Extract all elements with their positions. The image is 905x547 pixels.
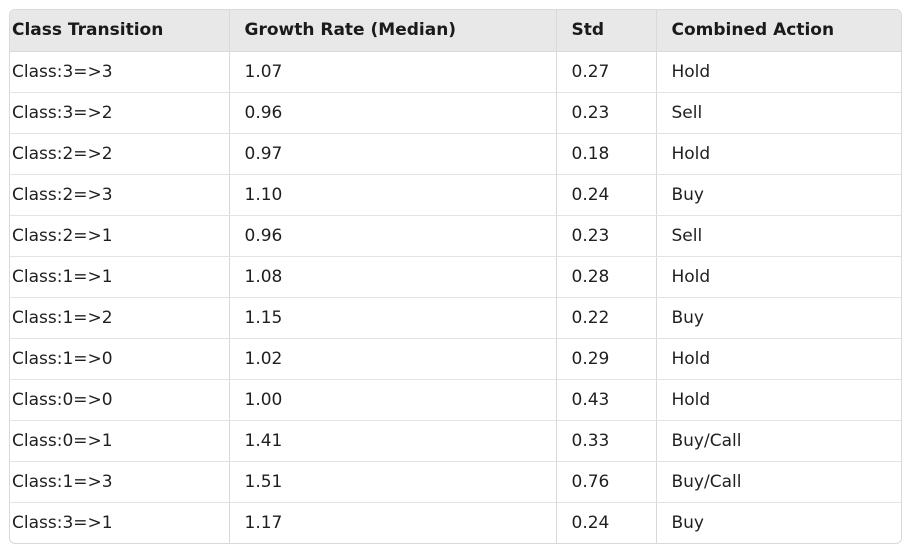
- cell-class-transition: Class:0=>0: [10, 379, 230, 421]
- cell-combined-action: Buy/Call: [656, 420, 901, 462]
- cell-combined-action: Buy: [671, 512, 705, 533]
- cell-combined-action: Buy/Call: [656, 461, 901, 503]
- cell-growth-rate: 1.00: [229, 379, 557, 421]
- cell-combined-action: Hold: [656, 379, 901, 421]
- cell-std: 0.33: [556, 420, 657, 462]
- table-row: Class:3=>3 1.07 0.27 Hold: [10, 51, 901, 93]
- cell-combined-action: Sell: [656, 92, 901, 134]
- cell-std: 0.27: [556, 51, 657, 93]
- cell-std: 0.18: [556, 133, 657, 175]
- cell-class-transition: Class:3=>2: [10, 92, 230, 134]
- cell-std: 0.43: [556, 379, 657, 421]
- cell-class-transition: Class:1=>0: [10, 338, 230, 380]
- table-row: Class:2=>2 0.97 0.18 Hold: [10, 133, 901, 175]
- cell-growth-rate: 0.96: [229, 215, 557, 257]
- cell-class-transition: Class:1=>3: [10, 461, 230, 503]
- header-class-transition: Class Transition: [10, 10, 230, 52]
- cell-growth-rate: 1.17: [229, 502, 557, 543]
- cell-std: 0.24: [556, 174, 657, 216]
- table-row: Class:3=>1 1.17 0.24 Buy: [10, 502, 901, 543]
- header-growth-rate: Growth Rate (Median): [229, 10, 557, 52]
- table-header: Class Transition Growth Rate (Median) St…: [10, 10, 901, 52]
- cell-combined-action: Hold: [656, 256, 901, 298]
- cell-class-transition: Class:1=>1: [10, 256, 230, 298]
- cell-combined-action: Hold: [656, 51, 901, 93]
- class-transition-table: Class Transition Growth Rate (Median) St…: [10, 10, 901, 543]
- cell-class-transition: Class:3=>3: [10, 51, 230, 93]
- table-row: Class:1=>3 1.51 0.76 Buy/Call: [10, 461, 901, 503]
- cell-combined-action: Buy: [656, 297, 901, 339]
- cell-growth-rate: 1.07: [229, 51, 557, 93]
- cell-combined-action: Buy: [656, 174, 901, 216]
- table-row: Class:1=>2 1.15 0.22 Buy: [10, 297, 901, 339]
- cell-std: 0.29: [556, 338, 657, 380]
- header-std: Std: [556, 10, 657, 52]
- cell-growth-rate: 1.41: [229, 420, 557, 462]
- cell-class-transition: Class:2=>3: [10, 174, 230, 216]
- cell-std: 0.23: [556, 92, 657, 134]
- cell-growth-rate: 1.51: [229, 461, 557, 503]
- cell-class-transition: Class:3=>1: [10, 502, 230, 543]
- cell-growth-rate: 0.96: [229, 92, 557, 134]
- header-combined-action: Combined Action: [656, 10, 901, 52]
- cell-std: 0.28: [556, 256, 657, 298]
- cell-std: 0.76: [556, 461, 657, 503]
- cell-std: 0.24: [556, 502, 657, 543]
- cell-growth-rate: 1.15: [229, 297, 557, 339]
- cell-class-transition: Class:2=>1: [10, 215, 230, 257]
- cell-growth-rate: 1.02: [229, 338, 557, 380]
- cell-std: 0.23: [556, 215, 657, 257]
- table-row: Class:1=>1 1.08 0.28 Hold: [10, 256, 901, 298]
- table-row: Class:2=>1 0.96 0.23 Sell: [10, 215, 901, 257]
- cell-std: 0.22: [556, 297, 657, 339]
- cell-class-transition: Class:1=>2: [10, 297, 230, 339]
- cell-class-transition: Class:2=>2: [10, 133, 230, 175]
- cell-combined-action: Hold: [656, 338, 901, 380]
- table-row: Class:2=>3 1.10 0.24 Buy: [10, 174, 901, 216]
- table-header-row: Class Transition Growth Rate (Median) St…: [10, 10, 901, 52]
- cell-combined-action: Hold: [656, 133, 901, 175]
- cell-growth-rate: 1.10: [229, 174, 557, 216]
- table-body: Class:3=>3 1.07 0.27 Hold Class:3=>2 0.96 0.23…: [10, 51, 901, 543]
- data-table-container: Class Transition Growth Rate (Median) St…: [9, 9, 902, 544]
- cell-growth-rate: 1.08: [229, 256, 557, 298]
- table-row: Class:3=>2 0.96 0.23 Sell: [10, 92, 901, 134]
- cell-combined-action: Sell: [656, 215, 901, 257]
- table-row: Class:0=>1 1.41 0.33 Buy/Call: [10, 420, 901, 462]
- table-row: Class:0=>0 1.00 0.43 Hold: [10, 379, 901, 421]
- cell-class-transition: Class:0=>1: [10, 420, 230, 462]
- table-row: Class:1=>0 1.02 0.29 Hold: [10, 338, 901, 380]
- cell-growth-rate: 0.97: [229, 133, 557, 175]
